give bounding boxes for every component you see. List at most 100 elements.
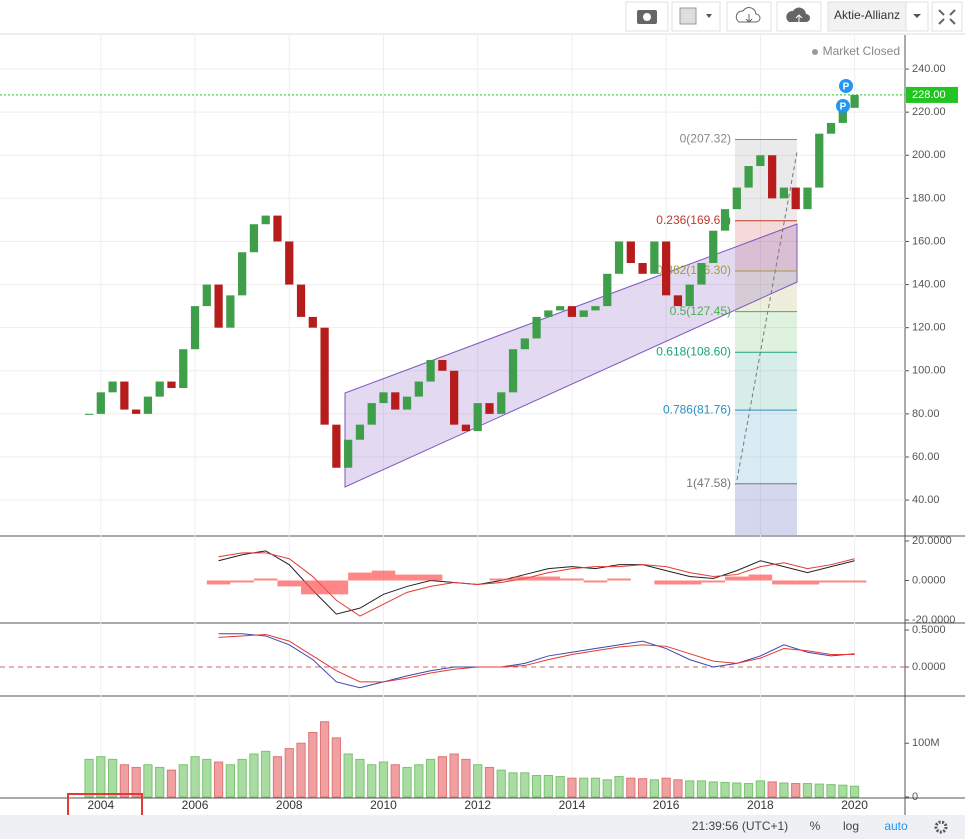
save-button[interactable]: [776, 1, 822, 32]
candle: [744, 166, 753, 188]
style-button[interactable]: [671, 1, 721, 32]
marker[interactable]: P: [839, 79, 853, 93]
volume-bar: [190, 756, 200, 798]
volume-bar: [555, 776, 565, 798]
candle: [520, 338, 529, 350]
y-tick-label: 140.00: [912, 278, 946, 290]
candle: [732, 187, 741, 210]
candle: [367, 403, 376, 425]
volume-bar: [602, 779, 612, 798]
volume-bar: [225, 764, 235, 798]
candle: [544, 310, 553, 317]
fullscreen-button[interactable]: [931, 1, 963, 32]
volume-bar: [826, 784, 836, 798]
candle: [155, 381, 164, 397]
fib-label: 1(47.58): [686, 476, 731, 490]
candle: [650, 241, 659, 274]
y-tick-label: 160.00: [912, 235, 946, 247]
volume-bar: [755, 780, 765, 798]
candle: [720, 209, 730, 231]
volume-bar: [791, 783, 801, 798]
volume-bar: [107, 758, 118, 798]
log-toggle[interactable]: log: [843, 819, 859, 833]
volume-bar: [461, 758, 471, 798]
volume-bar: [84, 758, 94, 798]
candle: [167, 381, 176, 389]
last-price-label: 228.00: [912, 89, 946, 101]
candle: [638, 263, 647, 274]
y-tick-label: 100.00: [912, 365, 946, 377]
candle: [603, 273, 612, 307]
candle: [132, 409, 141, 414]
volume-bar: [508, 772, 518, 798]
fib-band: [735, 139, 797, 221]
load-button[interactable]: [726, 1, 772, 32]
volume-bar: [96, 756, 106, 798]
histogram-bar: [772, 580, 796, 585]
histogram-bar: [748, 574, 773, 581]
histogram-bar: [253, 578, 278, 581]
snapshot-button[interactable]: [625, 1, 669, 32]
fib-label: 0.618(108.60): [656, 344, 731, 358]
volume-bar: [331, 737, 341, 798]
y-tick-label: -20.0000: [912, 614, 955, 626]
volume-bar: [449, 753, 459, 798]
volume-bar: [390, 764, 400, 798]
x-tick-label: 2004: [87, 798, 114, 812]
volume-bar: [767, 781, 777, 798]
volume-bar: [661, 777, 671, 798]
candle: [697, 263, 706, 285]
candle: [273, 215, 282, 242]
x-tick-label: 2016: [653, 798, 680, 812]
fib-band: [735, 410, 797, 484]
volume-bar: [814, 783, 824, 798]
volume-bar: [343, 753, 353, 798]
candle: [84, 413, 94, 415]
x-tick-label: 2020: [841, 798, 868, 812]
histogram-bar: [277, 580, 302, 587]
histogram-bar: [583, 580, 608, 583]
volume-bar: [202, 758, 212, 798]
candle: [768, 155, 777, 199]
x-tick-label: 2014: [559, 798, 586, 812]
volume-bar: [131, 766, 141, 798]
y-tick-label: 80.00: [912, 408, 940, 420]
percent-toggle[interactable]: %: [810, 819, 821, 833]
volume-bar: [802, 783, 813, 798]
candle: [791, 187, 800, 210]
symbol-menu[interactable]: [905, 1, 929, 32]
fib-band: [735, 270, 797, 312]
candle: [461, 424, 471, 432]
fib-label: 0(207.32): [680, 132, 731, 146]
x-tick-label: 2018: [747, 798, 774, 812]
volume-bar: [213, 761, 224, 798]
candle: [850, 94, 859, 108]
candle: [556, 306, 565, 311]
volume-bar: [743, 783, 754, 798]
histogram-bar: [654, 580, 678, 585]
auto-toggle[interactable]: auto: [884, 819, 908, 833]
plot-area: 40.00 60.00 80.00 100.00 120.00 140.00 160.00 1…: [0, 35, 965, 815]
candle: [249, 224, 259, 253]
histogram-bar: [301, 580, 325, 595]
histogram-bar: [230, 580, 254, 583]
fib-label: 0.382(146.30): [656, 263, 731, 277]
marker-label: P: [840, 102, 847, 113]
marker[interactable]: P: [836, 99, 850, 113]
candle: [355, 424, 365, 440]
indicator-line: [218, 550, 855, 615]
symbol-name: Aktie-Allianz: [834, 8, 900, 22]
candle: [508, 349, 518, 393]
volume-bar: [414, 764, 424, 798]
settings-button[interactable]: [934, 820, 948, 834]
x-tick-label: 2012: [464, 798, 491, 812]
volume-bar: [425, 758, 436, 798]
y-tick-label: 220.00: [912, 106, 946, 118]
candle: [238, 252, 247, 296]
candle: [567, 306, 577, 317]
volume-bar: [355, 758, 365, 798]
volume-bar: [143, 764, 153, 798]
candle: [190, 306, 200, 350]
symbol-button[interactable]: Aktie-Allianz: [827, 1, 907, 32]
histogram-bar: [607, 578, 631, 581]
